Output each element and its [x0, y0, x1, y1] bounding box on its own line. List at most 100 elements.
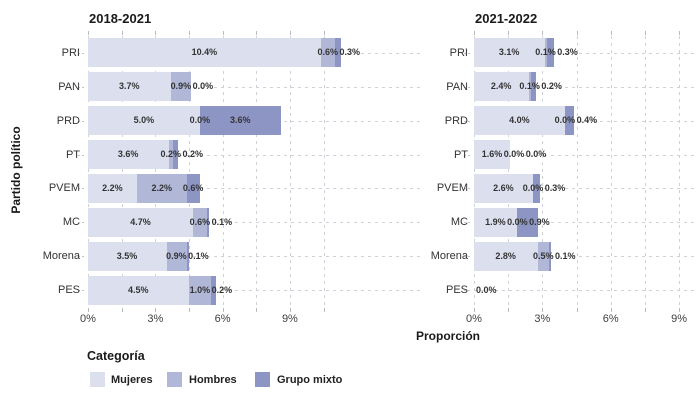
- y-tick-label-mc: MC: [62, 216, 80, 228]
- bar-segment-mujeres: [474, 207, 518, 237]
- gridline-vertical: [155, 36, 156, 307]
- bar-value-label: 0.5%: [532, 250, 554, 261]
- gridline-horizontal: [474, 121, 695, 122]
- gridline-horizontal: [88, 222, 420, 223]
- bar-value-label: 2.6%: [493, 182, 514, 193]
- bar-segment-mujeres: [88, 173, 138, 203]
- legend-label-hombres: Hombres: [189, 374, 237, 386]
- bar-value-label: 10.4%: [191, 47, 218, 58]
- bar-segment-mujeres: [474, 38, 545, 68]
- bar-value-label: 0.0%: [476, 284, 497, 295]
- bar-value-label: 2.8%: [495, 250, 516, 261]
- bar-value-label: 4.5%: [127, 284, 149, 295]
- bar-value-label: 2.2%: [151, 182, 173, 193]
- axis-tick-leader: [464, 87, 472, 88]
- axis-tick: [645, 31, 646, 35]
- bar-value-label: 0.0%: [522, 182, 544, 193]
- axis-tick: [256, 308, 257, 312]
- bar-segment-mujeres: [474, 241, 538, 271]
- bar-value-label: 5.0%: [133, 115, 155, 126]
- bar-value-label: 0.9%: [529, 216, 550, 227]
- bar-segment-grupo-mixto: [549, 241, 552, 271]
- gridline-horizontal: [474, 290, 695, 291]
- gridline-vertical: [290, 36, 291, 307]
- gridline-vertical: [577, 36, 578, 307]
- bar-value-label: 0.1%: [554, 250, 576, 261]
- axis-tick: [155, 308, 156, 312]
- axis-tick: [290, 31, 291, 35]
- bar-value-label: 3.7%: [119, 81, 140, 92]
- bar-value-label: 0.1%: [211, 216, 233, 227]
- bar-segment-hombres: [193, 207, 207, 237]
- bar-segment-mujeres: [88, 140, 169, 170]
- y-tick-label-prd: PRD: [56, 115, 80, 127]
- gridline-vertical: [88, 36, 89, 307]
- y-tick-label-pt: PT: [453, 149, 468, 161]
- y-tick-label-prd: PRD: [444, 115, 468, 127]
- axis-tick: [155, 31, 156, 35]
- bar-value-label: 0.0%: [554, 115, 576, 126]
- gridline-vertical: [679, 36, 680, 307]
- gridline-vertical: [542, 36, 543, 307]
- bar-segment-mujeres: [474, 72, 529, 102]
- axis-tick: [679, 308, 680, 312]
- axis-tick: [542, 308, 543, 312]
- bar-segment-hombres: [137, 173, 187, 203]
- bar-segment-grupo-mixto: [334, 38, 342, 68]
- axis-tick: [324, 308, 325, 312]
- axis-tick-leader: [78, 290, 86, 291]
- y-tick-label-pvem: PVEM: [436, 182, 468, 194]
- y-tick-label-pri: PRI: [61, 47, 80, 59]
- gridline-vertical: [508, 36, 509, 307]
- gridline-horizontal: [88, 256, 420, 257]
- gridline-vertical: [122, 36, 123, 307]
- gridline-vertical: [474, 36, 475, 307]
- gridline-horizontal: [474, 53, 695, 54]
- axis-tick: [508, 308, 509, 312]
- x-tick-label: 0%: [80, 313, 96, 325]
- bar-segment-grupo-mixto: [517, 207, 538, 237]
- bar-value-label: 0.4%: [576, 115, 598, 126]
- y-tick-label-morena: Morena: [430, 250, 468, 262]
- axis-tick-leader: [464, 53, 472, 54]
- gridline-horizontal: [474, 222, 695, 223]
- bar-value-label: 0.6%: [189, 216, 211, 227]
- bar-segment-hombres: [168, 140, 174, 170]
- y-tick-label-pan: PAN: [446, 81, 468, 93]
- bar-value-label: 0.0%: [503, 149, 525, 160]
- gridline-horizontal: [474, 155, 695, 156]
- axis-tick: [88, 308, 89, 312]
- x-tick-label: 0%: [466, 313, 482, 325]
- axis-tick: [611, 308, 612, 312]
- bar-segment-mujeres: [474, 140, 511, 170]
- legend-swatch-mujeres: [90, 372, 105, 387]
- axis-tick-leader: [464, 188, 472, 189]
- bar-value-label: 3.6%: [117, 149, 139, 160]
- bar-value-label: 0.2%: [160, 149, 182, 160]
- x-tick-label: 3%: [534, 313, 551, 325]
- bar-segment-mujeres: [88, 106, 201, 136]
- bar-value-label: 0.9%: [170, 81, 192, 92]
- gridline-vertical: [324, 36, 325, 307]
- bar-value-label: 0.1%: [188, 250, 209, 261]
- bar-value-label: 0.2%: [541, 81, 562, 92]
- bar-value-label: 0.1%: [519, 81, 540, 92]
- gridline-vertical: [223, 36, 224, 307]
- bar-segment-hombres: [537, 241, 550, 271]
- axis-tick: [122, 308, 123, 312]
- axis-tick-leader: [78, 121, 86, 122]
- bar-value-label: 1.0%: [189, 284, 211, 295]
- legend-swatch-grupo-mixto: [255, 372, 270, 387]
- bar-segment-mujeres: [474, 106, 566, 136]
- bar-value-label: 0.6%: [182, 182, 204, 193]
- bar-value-label: 0.0%: [189, 115, 211, 126]
- bar-value-label: 0.6%: [317, 47, 339, 58]
- axis-tick-leader: [78, 222, 86, 223]
- y-tick-label-mc: MC: [450, 216, 468, 228]
- gridline-vertical: [645, 36, 646, 307]
- bar-segment-hombres: [528, 72, 531, 102]
- axis-tick-leader: [464, 290, 472, 291]
- bar-segment-mujeres: [88, 72, 171, 102]
- gridline-horizontal: [88, 87, 420, 88]
